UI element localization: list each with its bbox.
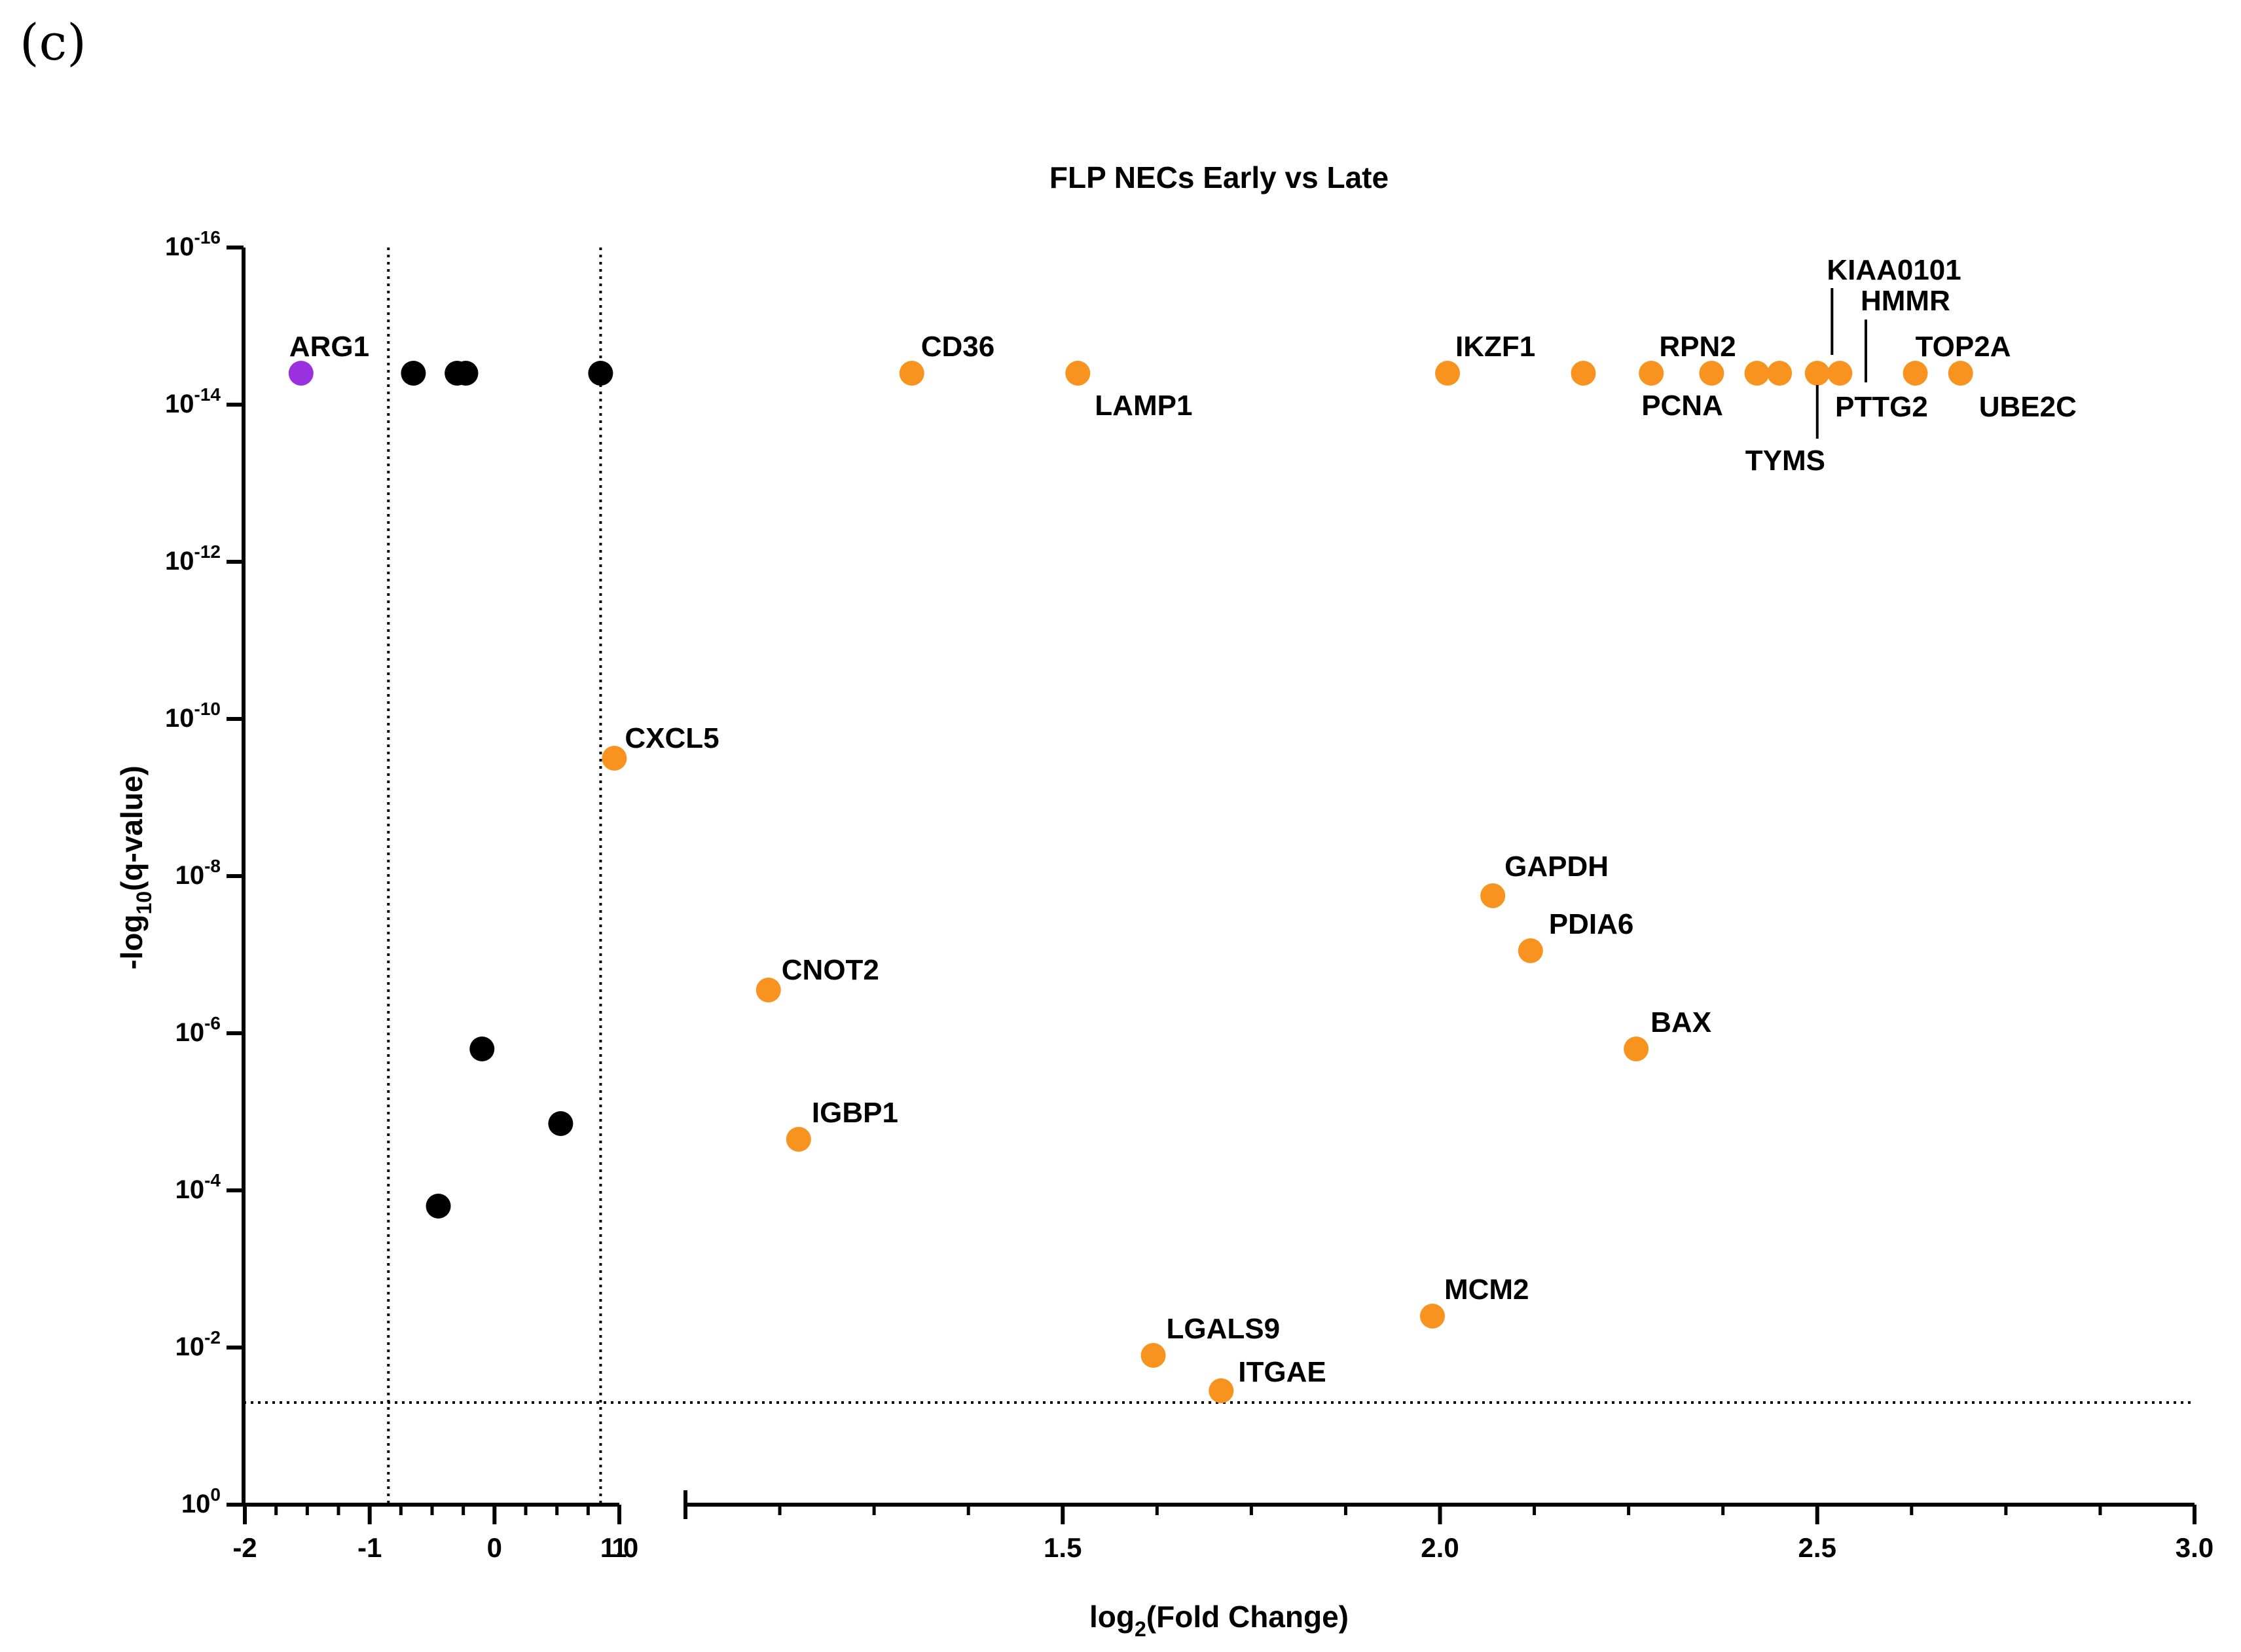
y-tick-label: 10-6 — [175, 1013, 221, 1047]
data-point — [1804, 361, 1830, 386]
y-tick-label: 10-10 — [165, 699, 221, 733]
data-point — [1480, 883, 1506, 908]
point-label: HMMR — [1861, 285, 1950, 317]
leader-lines — [1815, 288, 1867, 439]
point-label: UBE2C — [1979, 391, 2077, 423]
data-point — [1419, 1304, 1445, 1329]
y-axis-label: -log10(q-value) — [115, 765, 156, 970]
data-point — [1948, 361, 1973, 386]
chart-title: FLP NECs Early vs Late — [1049, 160, 1389, 194]
point-label: TOP2A — [1916, 331, 2011, 363]
data-point — [469, 1037, 495, 1061]
data-point — [588, 361, 613, 386]
y-axis-label-base: -log — [115, 914, 149, 969]
data-point — [602, 746, 627, 771]
data-point — [1699, 361, 1724, 386]
x-tick-label: 2.0 — [1421, 1532, 1459, 1563]
x-tick-label: 1.0 — [600, 1532, 638, 1563]
x-axis-label-rest: (Fold Change) — [1146, 1600, 1349, 1634]
x-tick-label: 0 — [487, 1532, 502, 1563]
y-tick-label: 100 — [181, 1484, 221, 1518]
x-tick-label: 2.5 — [1798, 1532, 1836, 1563]
x-axis-label-base: log — [1089, 1600, 1135, 1634]
y-axis-label-rest: (q-value) — [115, 765, 149, 891]
data-point — [1435, 361, 1461, 386]
point-labels: ARG1 CD36 LAMP1 IKZF1 PCNA RPN2 TYMS KIAA0101 TO… — [289, 254, 2077, 1388]
point-label: CNOT2 — [782, 954, 879, 986]
point-label: IKZF1 — [1455, 331, 1535, 363]
data-point — [401, 361, 426, 386]
y-axis-label-sub: 10 — [132, 891, 156, 915]
x-tick-label: -1 — [357, 1532, 382, 1563]
data-point — [1624, 1037, 1649, 1061]
point-label: TYMS — [1745, 445, 1825, 477]
y-tick-label: 10-8 — [175, 856, 221, 890]
threshold-lines — [244, 248, 2195, 1505]
data-point — [1065, 361, 1091, 386]
point-label: CD36 — [921, 331, 995, 363]
data-point — [288, 361, 314, 386]
data-point — [1571, 361, 1596, 386]
data-point — [1827, 361, 1853, 386]
data-point — [1767, 361, 1793, 386]
point-label: IGBP1 — [812, 1097, 898, 1129]
point-label: MCM2 — [1444, 1274, 1529, 1306]
point-label: PCNA — [1641, 390, 1723, 422]
point-label: LAMP1 — [1095, 390, 1192, 422]
x-tick-label: 1.5 — [1044, 1532, 1082, 1563]
data-point — [899, 361, 924, 386]
data-point — [1744, 361, 1770, 386]
y-tick-label: 10-2 — [175, 1327, 221, 1361]
y-tick-label: 10-4 — [175, 1170, 221, 1204]
data-point — [1209, 1378, 1234, 1403]
point-label: PTTG2 — [1835, 391, 1928, 423]
point-label: LGALS9 — [1167, 1313, 1281, 1345]
panel-label: (c) — [20, 13, 86, 71]
data-point — [786, 1127, 811, 1152]
data-point — [426, 1194, 451, 1219]
point-label: CXCL5 — [625, 722, 719, 754]
y-tick-label: 10-14 — [165, 384, 221, 418]
point-label: BAX — [1650, 1006, 1711, 1038]
data-point — [756, 978, 781, 1002]
x-tick-label: 1 — [611, 1532, 627, 1563]
x-axis-label: log2(Fold Change) — [1089, 1600, 1349, 1641]
point-label: GAPDH — [1504, 851, 1609, 883]
axes: 10010-210-410-610-810-1010-1210-1410-16-… — [165, 227, 2214, 1563]
data-point — [1518, 938, 1543, 963]
data-point — [1639, 361, 1664, 386]
data-points — [288, 361, 1973, 1403]
data-point — [548, 1111, 574, 1136]
y-tick-label: 10-16 — [165, 227, 221, 261]
x-tick-label: 3.0 — [2176, 1532, 2214, 1563]
x-axis-label-sub: 2 — [1135, 1617, 1146, 1641]
y-tick-label: 10-12 — [165, 541, 221, 576]
data-point — [453, 361, 479, 386]
point-label: KIAA0101 — [1827, 254, 1961, 286]
data-point — [1903, 361, 1928, 386]
point-label: ITGAE — [1238, 1356, 1326, 1388]
x-tick-label: -2 — [232, 1532, 257, 1563]
point-label: ARG1 — [289, 331, 369, 363]
point-label: RPN2 — [1659, 331, 1736, 363]
data-point — [1140, 1343, 1166, 1368]
point-label: PDIA6 — [1549, 908, 1634, 940]
